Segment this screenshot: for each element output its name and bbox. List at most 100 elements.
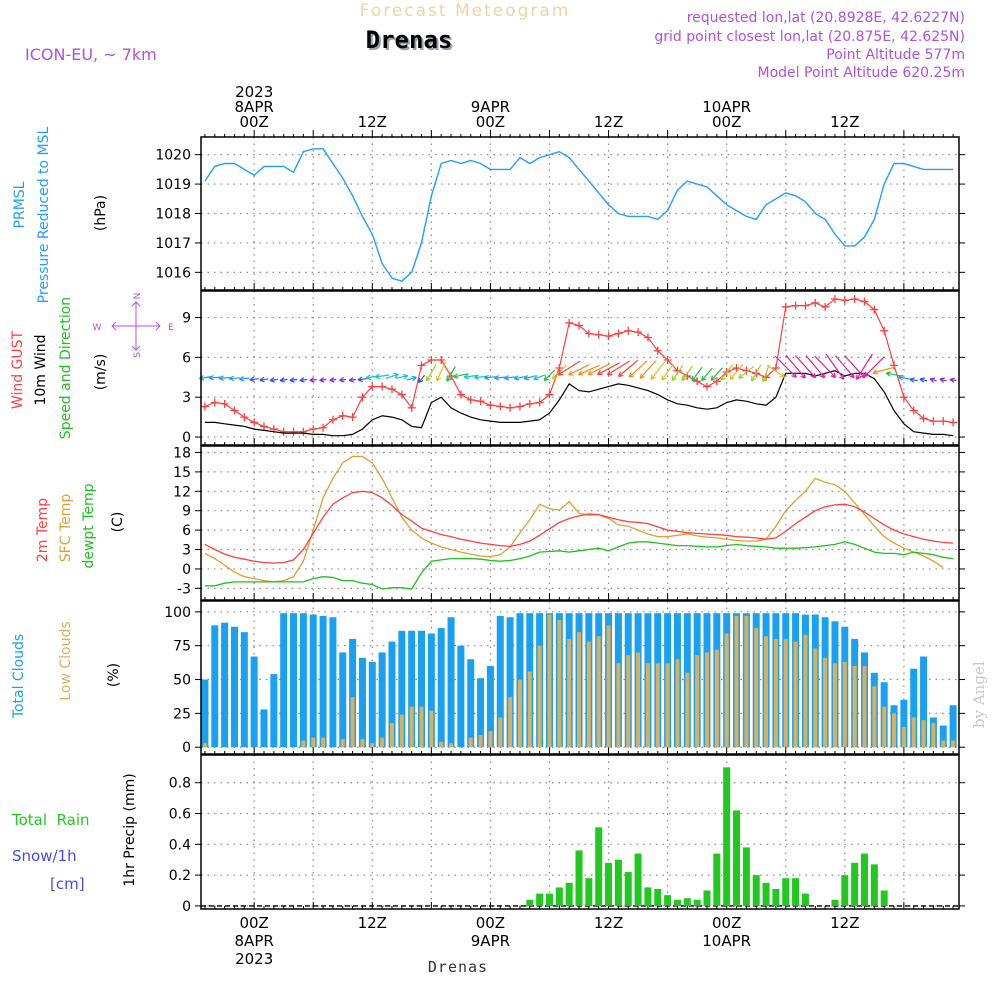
pressure-line [204,148,954,282]
bottom-time-label: 12Z [358,914,387,932]
rain-bar [870,864,878,906]
gust-marker [791,301,800,310]
total-cloud-bar [250,656,258,748]
low-cloud-bar [704,652,709,748]
wind-direction-arrow [814,355,837,379]
wind-direction-arrow [606,360,630,376]
gust-marker [506,403,515,412]
temp-tick-label: -3 [177,581,191,597]
temp-tick-label: 9 [182,504,191,520]
gust-marker [486,401,495,410]
low-cloud-bar [301,740,306,748]
pressure-tick-label: 1017 [155,236,191,252]
wind-direction-arrow [805,355,826,379]
gust-marker [535,398,544,407]
temp-unit: (C) [110,512,126,533]
rain-bar [762,882,770,906]
wind-direction-arrow [909,377,918,383]
wind-tick-label: 6 [182,350,191,366]
pressure-tick-label: 1016 [155,265,191,281]
rain-bar [654,888,662,906]
grid-coords: grid point closest lon,lat (20.875E, 42.… [654,29,965,45]
bottom-time-label: 8APR [235,932,274,950]
total-cloud-bar [467,659,475,748]
top-time-label: 00Z [239,113,268,131]
low-cloud-bar [350,697,355,748]
total-cloud-bar [201,679,209,748]
wind-direction-arrow [785,354,806,379]
wind-direction-arrow [751,364,762,382]
panel-frame [200,445,960,601]
gust-marker [328,415,337,424]
wind-direction-arrow [738,365,755,379]
low-cloud-bar [842,661,847,748]
wind-direction-arrow [329,377,337,383]
wind-direction-arrow [761,364,770,383]
wind-direction-arrow [885,371,903,377]
gust-marker [476,397,485,406]
rain-bar [841,875,849,906]
gust-marker [929,417,938,426]
compass-cross [111,301,161,351]
rain-bar [683,898,691,906]
total-cloud-bar [309,614,317,748]
total-cloud-bar [477,678,485,748]
wind-direction-arrow [339,377,347,383]
rain-bar [801,893,809,906]
wind-direction-arrow [701,367,713,382]
pressure-tick-label: 1018 [155,207,191,223]
low-cloud-bar [901,726,906,748]
pressure-label-msl: Pressure Reduced to MSL [36,126,52,303]
gust-marker [870,305,879,314]
station-name-shadow: Drenas [368,28,455,56]
gust-marker [250,418,259,427]
rain-bar [605,862,613,906]
gust-marker [781,302,790,311]
wind-direction-arrow [426,364,437,382]
bottom-time-label: 9APR [471,932,510,950]
wind-direction-arrow [289,377,298,383]
gust-marker [653,346,662,355]
top-time-label: 2023 [235,83,273,101]
bottom-time-label: 00Z [476,914,505,932]
rain-bar [536,893,544,906]
rain-bar [644,887,652,906]
temp-label-dewpt: dewpt Temp [81,483,97,568]
wind-tick-label: 3 [182,390,191,406]
rain-bar [713,853,721,906]
gust-marker [584,329,593,338]
total-cloud-bar [900,699,908,748]
low-cloud-bar [567,638,572,748]
wind-direction-arrow [249,376,259,383]
gust-marker [378,382,387,391]
pressure-tick-label: 1020 [155,148,191,164]
wind-unit: (m/s) [93,354,109,391]
rain-bar [595,827,603,906]
temp-tick-label: 3 [182,543,191,559]
gust-marker [525,399,534,408]
pressure-unit: (hPa) [93,195,109,231]
bottom-time-label: 10APR [702,932,751,950]
rain-bar [545,893,553,906]
compass-legend: N W E S [93,293,175,358]
low-cloud-bar [803,634,808,748]
top-time-label: 12Z [358,113,387,131]
total-cloud-bar [447,617,455,748]
rain-bar [673,899,681,906]
low-cloud-bar [695,655,700,748]
wind-direction-arrow [919,377,928,383]
top-time-label: 9APR [471,98,510,116]
top-time-label: 10APR [702,98,751,116]
low-cloud-bar [498,717,503,748]
precip-tick-label: 0.4 [169,837,191,853]
low-cloud-bar [911,717,916,748]
gust-marker [260,422,269,431]
station-name: Drenas [366,26,453,54]
low-cloud-bar [655,663,660,748]
wind-direction-arrow [446,366,456,382]
wind-direction-arrow [844,355,866,379]
rain-bar [782,878,790,906]
gust-marker [919,414,928,423]
gust-marker [712,377,721,386]
